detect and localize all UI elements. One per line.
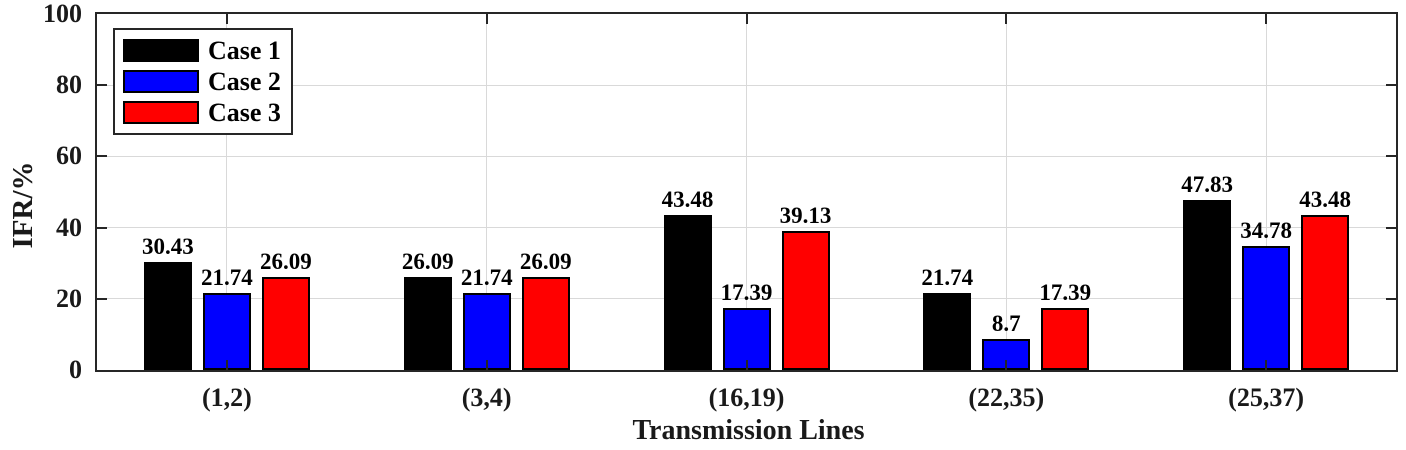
x-axis-tick-mark-top — [1005, 14, 1008, 24]
x-axis-tick-mark — [225, 360, 228, 370]
bar — [462, 292, 511, 370]
bar-value-label: 17.39 — [1039, 280, 1092, 306]
y-axis-tick-mark-right — [1386, 226, 1396, 229]
bar — [403, 277, 452, 370]
x-axis-tick-mark-top — [1265, 14, 1268, 24]
bar — [521, 277, 570, 370]
y-axis-title: IFR/% — [7, 161, 39, 249]
bar-value-label: 34.78 — [1240, 218, 1292, 244]
bar-value-label: 43.48 — [1299, 187, 1351, 213]
x-tick-label: (16,19) — [708, 383, 785, 412]
y-axis-tick-mark — [97, 226, 107, 229]
x-axis-tick-mark-top — [745, 14, 748, 24]
x-axis-tick-mark — [745, 360, 748, 370]
legend-swatch — [123, 101, 199, 124]
x-tick-label: (25,37) — [1228, 383, 1305, 412]
legend-item: Case 2 — [123, 66, 291, 96]
legend-label: Case 2 — [208, 66, 281, 96]
bar — [202, 292, 251, 370]
bar-value-label: 17.39 — [720, 280, 773, 306]
bar — [923, 292, 972, 370]
bar-value-label: 39.13 — [779, 202, 832, 228]
x-axis-tick-mark — [485, 360, 488, 370]
x-tick-label: (3,4) — [461, 383, 512, 412]
bar-value-label: 43.48 — [661, 187, 714, 213]
legend-swatch — [123, 39, 199, 62]
legend-item: Case 3 — [123, 97, 291, 127]
bar-value-label: 30.43 — [142, 233, 194, 259]
y-tick-label: 0 — [69, 355, 82, 384]
y-tick-label: 80 — [56, 70, 82, 100]
legend-item: Case 1 — [123, 35, 291, 65]
bar — [722, 308, 771, 370]
x-axis-tick-mark — [1005, 360, 1008, 370]
bar-value-label: 26.09 — [401, 249, 454, 275]
y-axis-tick-mark-right — [1386, 84, 1396, 87]
plot-area: 30.43 26.09 43.48 21.74 47.83 21.74 21.74 17.39… — [95, 12, 1398, 372]
y-axis-tick-mark — [97, 297, 107, 300]
vertical-gridline — [746, 14, 747, 370]
bar — [1183, 199, 1232, 370]
vertical-gridline — [1265, 14, 1267, 370]
bar — [261, 277, 310, 370]
y-tick-label: 60 — [56, 141, 82, 171]
legend-label: Case 1 — [208, 35, 281, 65]
legend-label: Case 3 — [208, 97, 281, 127]
y-axis-tick-mark — [97, 155, 107, 158]
y-tick-label: 20 — [56, 283, 82, 313]
x-tick-label: (22,35) — [968, 383, 1045, 412]
y-axis-tick-mark-right — [1386, 297, 1396, 300]
bar — [1301, 215, 1350, 370]
bar-value-label: 21.74 — [921, 264, 974, 290]
vertical-gridline — [1005, 14, 1007, 370]
bar — [143, 261, 192, 370]
y-tick-label: 40 — [56, 212, 82, 242]
legend-swatch — [123, 70, 199, 93]
vertical-gridline — [226, 14, 228, 370]
bar-value-label: 8.7 — [991, 311, 1021, 337]
bar-value-label: 21.74 — [201, 264, 253, 290]
bar — [781, 230, 830, 370]
x-axis-tick-mark-top — [485, 14, 488, 24]
x-tick-label: (1,2) — [201, 383, 252, 412]
x-axis-tick-mark — [1265, 360, 1268, 370]
y-axis-tick-mark-right — [1386, 155, 1396, 158]
bar-value-label: 26.09 — [519, 249, 572, 275]
legend: Case 1 Case 2 Case 3 — [113, 28, 293, 135]
bar-value-label: 47.83 — [1181, 171, 1233, 197]
y-tick-label: 100 — [43, 0, 82, 28]
x-axis-title: Transmission Lines — [632, 415, 865, 446]
x-axis-tick-mark-top — [225, 14, 228, 24]
vertical-gridline — [486, 14, 488, 370]
bar — [663, 215, 712, 370]
bar — [1041, 308, 1090, 370]
y-axis-tick-mark — [97, 84, 107, 87]
bar-value-label: 26.09 — [260, 249, 312, 275]
bar-value-label: 21.74 — [460, 264, 513, 290]
bar — [1242, 246, 1291, 370]
